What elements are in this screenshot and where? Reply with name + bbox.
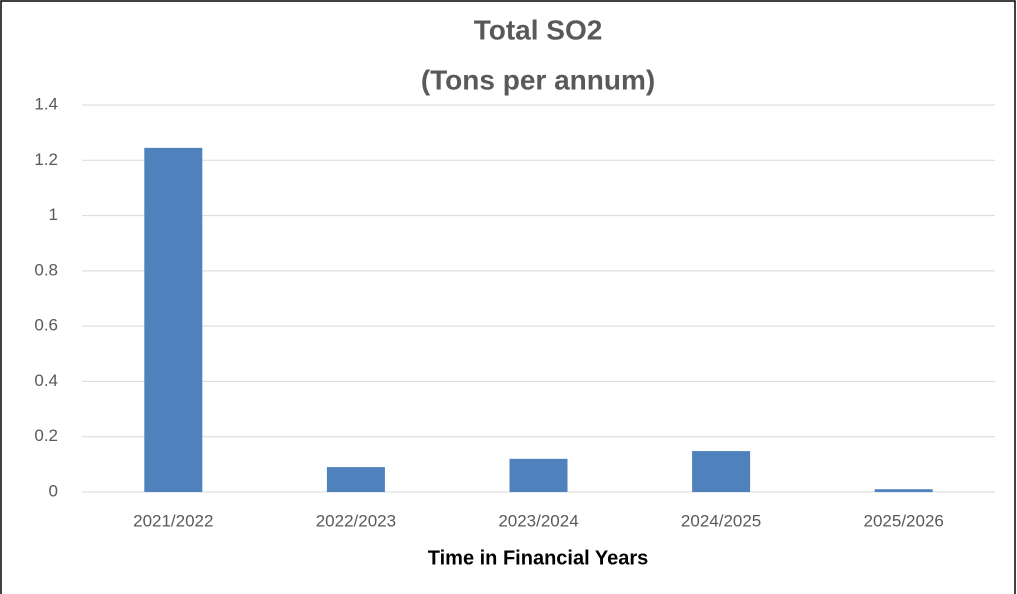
y-tick-label: 0.2: [34, 426, 58, 445]
y-tick-label: 1.4: [34, 94, 58, 113]
bar: [326, 467, 385, 492]
chart-subtitle: (Tons per annum): [421, 64, 655, 95]
bar: [509, 458, 568, 492]
bar: [144, 147, 203, 492]
bar: [874, 489, 933, 492]
chart-title: Total SO2: [474, 14, 603, 45]
x-tick-label: 2021/2022: [133, 511, 213, 530]
x-tick-label: 2025/2026: [864, 511, 944, 530]
x-tick-label: 2024/2025: [681, 511, 761, 530]
y-tick-label: 0.4: [34, 371, 58, 390]
bar: [692, 451, 751, 492]
y-tick-label: 1.2: [34, 150, 58, 169]
x-axis-title: Time in Financial Years: [428, 547, 648, 569]
y-tick-label: 0.8: [34, 260, 58, 279]
x-tick-label: 2022/2023: [316, 511, 396, 530]
y-tick-label: 1: [49, 205, 58, 224]
x-tick-label: 2023/2024: [498, 511, 578, 530]
y-tick-label: 0: [49, 481, 58, 500]
y-tick-label: 0.6: [34, 316, 58, 335]
